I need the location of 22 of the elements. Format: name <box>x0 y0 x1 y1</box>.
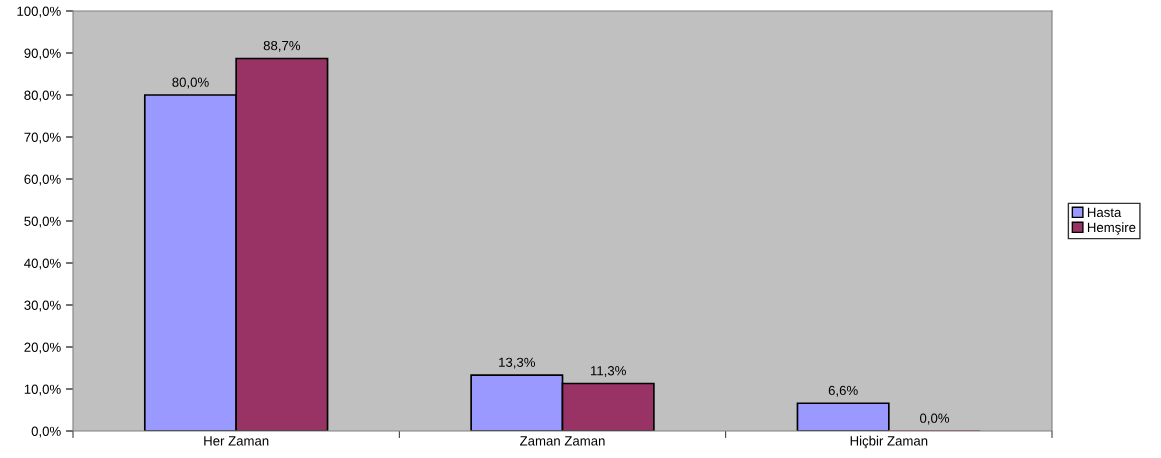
x-tick-label: Hiçbir Zaman <box>850 435 928 449</box>
y-tick-label: 10,0% <box>24 384 61 396</box>
y-tick-label: 0,0% <box>31 426 61 438</box>
data-label: 6,6% <box>828 385 858 397</box>
y-tick-label: 30,0% <box>24 300 61 312</box>
y-tick-label: 80,0% <box>24 90 61 102</box>
y-tick-label: 50,0% <box>24 216 61 228</box>
data-label: 80,0% <box>172 77 209 89</box>
data-label: 13,3% <box>499 357 536 369</box>
x-tick-label: Zaman Zaman <box>520 436 605 446</box>
y-tick-label: 20,0% <box>24 342 61 354</box>
legend-label: Hemşire <box>1087 222 1136 235</box>
y-tick-label: 90,0% <box>24 48 61 60</box>
legend-label: Hasta <box>1087 207 1122 218</box>
y-tick-label: 100,0% <box>17 6 61 18</box>
y-tick-label: 40,0% <box>24 258 61 270</box>
data-label: 88,7% <box>263 40 301 52</box>
x-tick-label: Her Zaman <box>204 436 269 446</box>
y-tick-label: 70,0% <box>24 132 61 144</box>
data-label: 0,0% <box>920 413 950 425</box>
y-tick-label: 60,0% <box>24 174 61 186</box>
data-label: 11,3% <box>590 366 626 377</box>
